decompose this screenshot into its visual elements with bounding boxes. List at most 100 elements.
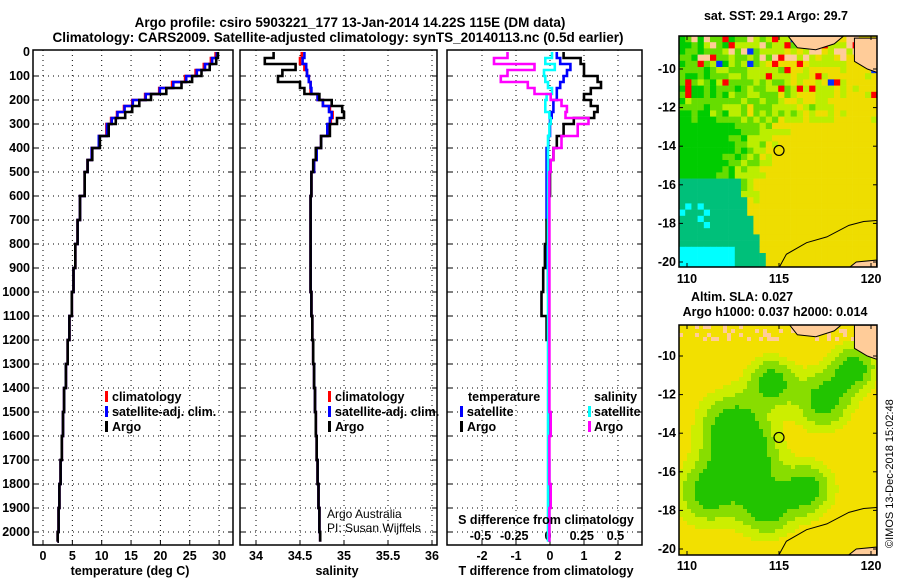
- map-cell: [711, 357, 716, 362]
- map-cell: [867, 437, 872, 442]
- map-cell: [775, 453, 780, 458]
- map-cell: [707, 401, 712, 406]
- map-cell: [784, 197, 791, 204]
- map-cell: [695, 389, 700, 394]
- map-cell: [827, 129, 835, 136]
- salinity-legend: climatology satellite-adj. clim. Argo: [328, 390, 439, 434]
- map-cell: [827, 104, 835, 111]
- map-cell: [783, 485, 788, 490]
- map-cell: [747, 401, 752, 406]
- map-cell: [839, 465, 844, 470]
- map-cell: [728, 116, 736, 124]
- map-cell: [767, 553, 772, 555]
- map-cell: [843, 549, 848, 554]
- map-cell: [755, 461, 760, 466]
- map-cell: [699, 369, 704, 374]
- map-cell: [779, 421, 784, 426]
- map-cell: [827, 437, 832, 442]
- map-cell: [727, 513, 732, 518]
- map-cell: [865, 222, 872, 229]
- map-cell: [683, 433, 688, 438]
- map-cell: [787, 489, 792, 494]
- map-cell: [679, 253, 686, 260]
- map-cell: [695, 325, 700, 330]
- map-cell: [803, 421, 808, 426]
- map-cell: [807, 425, 812, 430]
- map-cell: [843, 525, 848, 530]
- map-cell: [846, 265, 853, 267]
- map-cell: [734, 129, 742, 136]
- map-cell: [741, 147, 748, 155]
- map-cell: [831, 541, 836, 546]
- map-cell: [865, 153, 872, 161]
- map-cell: [835, 545, 840, 550]
- map-cell: [771, 397, 776, 402]
- map-cell: [723, 517, 728, 522]
- map-cell: [803, 341, 808, 346]
- map-cell: [865, 228, 872, 235]
- map-cell: [871, 405, 876, 410]
- map-cell: [834, 172, 841, 179]
- map-cell: [715, 513, 720, 518]
- map-cell: [771, 329, 776, 334]
- map-cell: [851, 337, 856, 342]
- map-cell: [871, 246, 877, 254]
- map-cell: [807, 417, 812, 422]
- map-cell: [703, 79, 711, 86]
- map-cell: [759, 549, 764, 554]
- map-cell: [751, 401, 756, 406]
- map-cell: [695, 333, 700, 338]
- map-cell: [791, 537, 796, 542]
- map-cell: [815, 465, 820, 470]
- map-cell: [778, 122, 785, 130]
- map-cell: [795, 493, 800, 498]
- map-cell: [679, 545, 684, 550]
- map-cell: [863, 541, 868, 546]
- map-cell: [739, 397, 744, 402]
- map-cell: [735, 465, 740, 470]
- map-cell: [827, 525, 832, 530]
- map-cell: [765, 110, 773, 117]
- map-cell: [795, 453, 800, 458]
- map-cell: [691, 437, 696, 442]
- map-cell: [843, 381, 848, 386]
- map-cell: [795, 505, 800, 510]
- map-cell: [855, 445, 860, 450]
- map-cell: [846, 240, 853, 248]
- map-cell: [795, 513, 800, 518]
- map-cell: [799, 421, 804, 426]
- map-cell: [791, 397, 796, 402]
- map-cell: [755, 449, 760, 454]
- map-cell: [727, 433, 732, 438]
- map-cell: [747, 160, 754, 167]
- map-cell: [731, 453, 736, 458]
- map-cell: [807, 445, 812, 450]
- map-cell: [839, 329, 844, 334]
- map-cell: [755, 541, 760, 546]
- legend-label: Argo: [112, 420, 142, 434]
- map-cell: [691, 184, 698, 192]
- map-cell: [843, 357, 848, 362]
- map-cell: [703, 209, 711, 217]
- map-cell: [683, 477, 688, 482]
- map-cell: [683, 489, 688, 494]
- map-cell: [765, 141, 773, 148]
- map-cell: [679, 437, 684, 442]
- map-cell: [683, 441, 688, 446]
- map-cell: [763, 381, 768, 386]
- map-cell: [716, 48, 723, 55]
- map-cell: [697, 234, 705, 241]
- map-cell: [772, 153, 779, 161]
- map-cell: [807, 457, 812, 462]
- map-cell: [823, 473, 828, 478]
- map-cell: [783, 513, 788, 518]
- map-cell: [835, 513, 840, 518]
- map-cell: [811, 349, 816, 354]
- map-cell: [691, 67, 698, 74]
- map-cell: [731, 417, 736, 422]
- map-cell: [691, 529, 696, 534]
- map-cell: [735, 461, 740, 466]
- map-cell: [747, 481, 752, 486]
- map-cell: [727, 449, 732, 454]
- map-cell: [771, 389, 776, 394]
